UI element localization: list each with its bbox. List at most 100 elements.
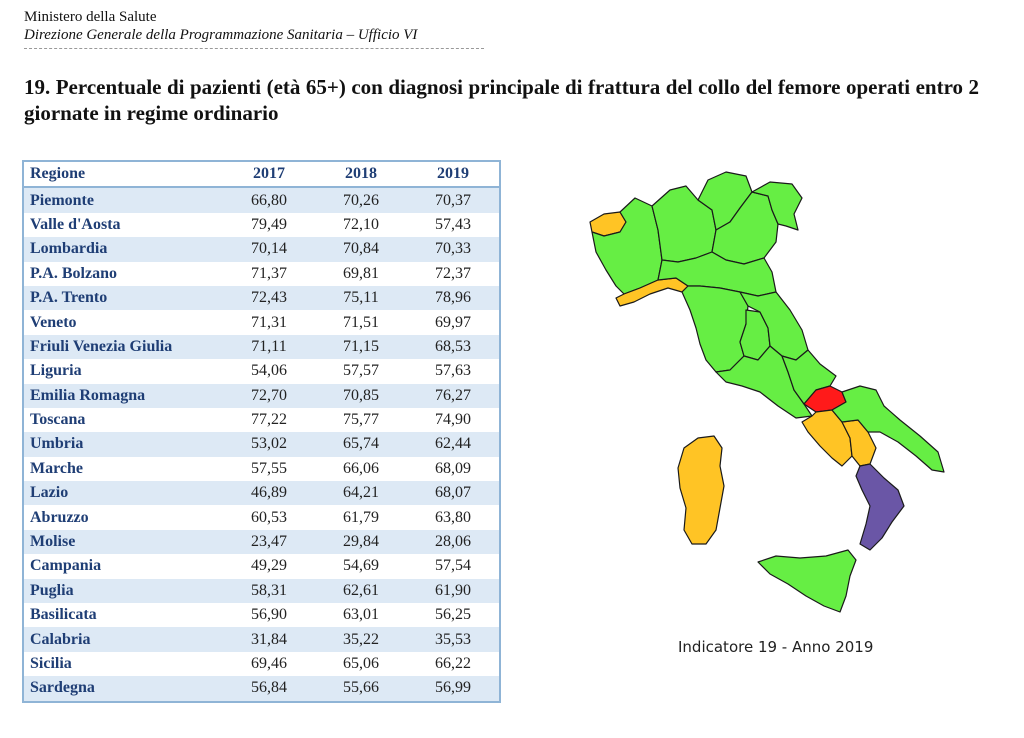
region-name-cell: Emilia Romagna (30, 386, 146, 404)
table-row: Campania 49,29 54,69 57,54 (24, 554, 499, 579)
value-cell-2019: 70,33 (435, 240, 471, 258)
value-cell-2019: 66,22 (435, 655, 471, 672)
table-row: P.A. Trento 72,43 75,11 78,96 (24, 285, 499, 311)
value-cell-2018: 65,06 (343, 655, 379, 672)
direction-name: Direzione Generale della Programmazione … (24, 27, 418, 43)
table-row: Umbria 53,02 65,74 62,44 (24, 432, 499, 457)
region-name-cell: Basilicata (30, 606, 97, 624)
value-cell-2019: 56,25 (435, 606, 471, 624)
value-cell-2018: 35,22 (343, 630, 379, 648)
region-name-cell: Puglia (30, 581, 74, 599)
value-cell-2017: 71,11 (251, 337, 287, 355)
page-title: 19. Percentuale di pazienti (età 65+) co… (24, 75, 979, 125)
value-cell-2018: 63,01 (343, 606, 379, 624)
table-row: Marche 57,55 66,06 68,09 (24, 456, 499, 482)
value-cell-2018: 70,84 (343, 240, 379, 258)
table-row: Friuli Venezia Giulia 71,11 71,15 68,53 (24, 334, 499, 360)
value-cell-2018: 72,10 (343, 215, 379, 233)
ministry-name: Ministero della Salute (24, 9, 157, 25)
column-header-2018: 2018 (315, 162, 407, 189)
region-name-cell: Valle d'Aosta (30, 215, 121, 233)
table-row: Molise 23,47 29,84 28,06 (24, 529, 499, 555)
value-cell-2017: 53,02 (251, 435, 287, 453)
value-cell-2018: 57,57 (343, 362, 379, 380)
value-cell-2019: 76,27 (435, 386, 471, 404)
value-cell-2019: 57,63 (435, 362, 471, 380)
value-cell-2018: 70,85 (343, 386, 379, 404)
region-name-cell: Umbria (30, 435, 84, 453)
value-cell-2019: 74,90 (435, 411, 471, 429)
column-header-region: Regione (24, 162, 223, 189)
value-cell-2017: 71,31 (251, 313, 287, 331)
value-cell-2019: 78,96 (435, 289, 471, 307)
value-cell-2019: 61,90 (435, 581, 471, 599)
value-cell-2018: 69,81 (343, 264, 379, 282)
value-cell-2017: 58,31 (251, 581, 287, 599)
map-region-sardegna (677, 435, 725, 545)
table-row: Lombardia 70,14 70,84 70,33 (24, 237, 499, 262)
region-name-cell: Lombardia (30, 240, 108, 258)
value-cell-2019: 62,44 (435, 435, 471, 453)
region-name-cell: P.A. Bolzano (30, 264, 117, 282)
value-cell-2018: 64,21 (343, 484, 379, 502)
table-row: Lazio 46,89 64,21 68,07 (24, 481, 499, 506)
value-cell-2017: 57,55 (251, 459, 287, 477)
region-name-cell: Piemonte (30, 191, 94, 209)
value-cell-2017: 23,47 (251, 533, 287, 551)
value-cell-2017: 70,14 (251, 240, 287, 258)
value-cell-2017: 79,49 (251, 215, 287, 233)
value-cell-2019: 57,43 (435, 215, 471, 233)
map-caption: Indicatore 19 - Anno 2019 (678, 638, 874, 656)
value-cell-2019: 63,80 (435, 508, 471, 526)
table-body: Piemonte 66,80 70,26 70,37 Valle d'Aosta 79,4… (24, 187, 499, 701)
map-region-piemonte (591, 197, 663, 295)
value-cell-2018: 29,84 (343, 533, 379, 551)
value-cell-2017: 46,89 (251, 484, 287, 502)
table-row: Sardegna 56,84 55,66 56,99 (24, 676, 499, 701)
value-cell-2019: 68,07 (435, 484, 471, 502)
value-cell-2018: 66,06 (343, 459, 379, 477)
column-header-2019: 2019 (407, 162, 499, 189)
data-table-container: Regione 2017 2018 2019 Piemonte 66,80 70,2… (22, 160, 501, 703)
table-row: Liguria 54,06 57,57 57,63 (24, 359, 499, 384)
value-cell-2019: 72,37 (435, 264, 471, 282)
region-name-cell: Marche (30, 459, 84, 477)
table-row: Toscana 77,22 75,77 74,90 (24, 407, 499, 433)
table-row: Veneto 71,31 71,51 69,97 (24, 310, 499, 335)
table-row: Puglia 58,31 62,61 61,90 (24, 578, 499, 604)
value-cell-2017: 60,53 (251, 508, 287, 526)
table-row: Piemonte 66,80 70,26 70,37 (24, 187, 499, 213)
value-cell-2017: 49,29 (251, 557, 287, 575)
value-cell-2018: 65,74 (343, 435, 379, 453)
value-cell-2018: 54,69 (343, 557, 379, 575)
value-cell-2018: 75,11 (343, 289, 379, 307)
value-cell-2017: 56,84 (251, 679, 287, 697)
value-cell-2019: 70,37 (435, 191, 471, 209)
region-name-cell: Sicilia (30, 655, 72, 672)
value-cell-2017: 71,37 (251, 264, 287, 282)
region-name-cell: Friuli Venezia Giulia (30, 337, 173, 355)
value-cell-2018: 75,77 (343, 411, 379, 429)
value-cell-2017: 56,90 (251, 606, 287, 624)
region-name-cell: Abruzzo (30, 508, 89, 526)
map-region-toscana (681, 285, 749, 373)
table-row: Abruzzo 60,53 61,79 63,80 (24, 505, 499, 530)
value-cell-2017: 77,22 (251, 411, 287, 429)
column-header-2017: 2017 (223, 162, 315, 189)
value-cell-2017: 69,46 (251, 655, 287, 672)
value-cell-2018: 71,51 (343, 313, 379, 331)
table-row: Sicilia 69,46 65,06 66,22 (24, 651, 499, 677)
value-cell-2017: 72,70 (251, 386, 287, 404)
value-cell-2017: 72,43 (251, 289, 287, 307)
table-row: Emilia Romagna 72,70 70,85 76,27 (24, 383, 499, 408)
value-cell-2019: 69,97 (435, 313, 471, 331)
value-cell-2019: 35,53 (435, 630, 471, 648)
value-cell-2018: 55,66 (343, 679, 379, 697)
region-name-cell: Calabria (30, 630, 91, 648)
header-divider (24, 48, 484, 49)
value-cell-2018: 70,26 (343, 191, 379, 209)
table-row: P.A. Bolzano 71,37 69,81 72,37 (24, 261, 499, 286)
region-name-cell: Veneto (30, 313, 77, 331)
map-region-sicilia (757, 549, 857, 613)
value-cell-2017: 54,06 (251, 362, 287, 380)
